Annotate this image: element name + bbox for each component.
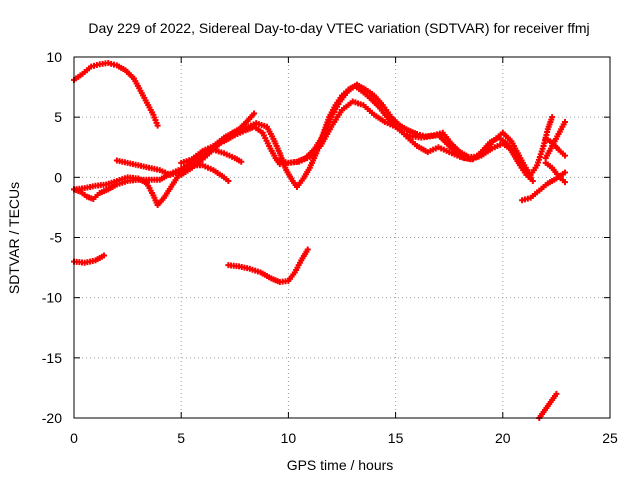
x-tick-label: 10 bbox=[281, 430, 297, 446]
data-series bbox=[71, 60, 568, 421]
x-tick-label: 15 bbox=[388, 430, 404, 446]
data-point bbox=[154, 122, 161, 129]
x-axis-label: GPS time / hours bbox=[287, 457, 394, 473]
y-tick-label: 10 bbox=[46, 49, 62, 65]
series-arc-1 bbox=[71, 60, 161, 129]
x-tick-label: 20 bbox=[495, 430, 511, 446]
axis-ticks: 0 5 10 15 20 25 10 5 0 -5 -10 -15 -20 bbox=[42, 49, 618, 446]
y-tick-label: 0 bbox=[54, 169, 62, 185]
data-point bbox=[251, 110, 258, 117]
data-point bbox=[561, 179, 568, 186]
series-arc-4 bbox=[71, 98, 399, 209]
x-tick-label: 0 bbox=[70, 430, 78, 446]
series-arc-10 bbox=[403, 133, 534, 181]
plot-frame bbox=[73, 56, 611, 419]
chart-title: Day 229 of 2022, Sidereal Day-to-day VTE… bbox=[88, 20, 589, 36]
x-tick-label: 25 bbox=[602, 430, 618, 446]
y-axis-label: SDTVAR / TECUs bbox=[6, 182, 22, 294]
data-point bbox=[238, 158, 245, 165]
series-arc-9 bbox=[276, 81, 556, 178]
y-tick-label: -20 bbox=[42, 410, 62, 426]
series-arc-2 bbox=[71, 252, 108, 266]
data-point bbox=[561, 152, 568, 159]
data-point bbox=[529, 177, 536, 184]
data-point bbox=[527, 174, 534, 181]
series-arc-15 bbox=[536, 390, 560, 421]
series-arc-14 bbox=[542, 159, 568, 186]
data-point bbox=[561, 169, 568, 176]
x-tick-label: 5 bbox=[177, 430, 185, 446]
data-point bbox=[304, 246, 311, 253]
series-arc-8 bbox=[225, 246, 311, 286]
y-tick-label: -5 bbox=[50, 230, 63, 246]
data-point bbox=[561, 118, 568, 125]
series-arc-7 bbox=[178, 110, 258, 178]
series-arc-13 bbox=[542, 135, 568, 159]
grid bbox=[74, 57, 610, 418]
data-point bbox=[553, 390, 560, 397]
data-point bbox=[549, 114, 556, 121]
y-tick-label: -10 bbox=[42, 290, 62, 306]
data-point bbox=[225, 177, 232, 184]
y-tick-label: -15 bbox=[42, 350, 62, 366]
y-tick-label: 5 bbox=[54, 109, 62, 125]
data-point bbox=[101, 252, 108, 259]
